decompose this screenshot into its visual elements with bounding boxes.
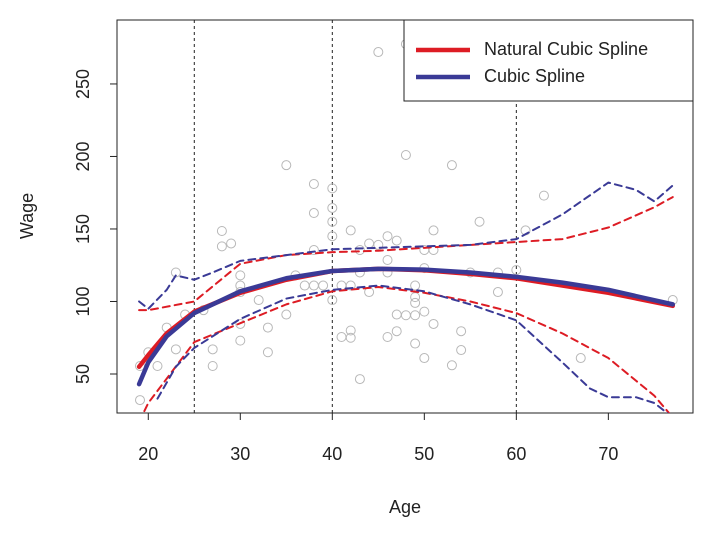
y-tick-label: 200 [73, 141, 93, 171]
data-point [382, 332, 393, 343]
data-point [235, 270, 246, 281]
x-tick-label: 70 [598, 444, 618, 464]
data-point [327, 295, 338, 306]
data-point [281, 309, 292, 320]
data-point [336, 332, 347, 343]
data-point [345, 332, 356, 343]
x-tick-label: 50 [414, 444, 434, 464]
data-point [354, 244, 365, 255]
y-tick-label: 100 [73, 286, 93, 316]
confidence-band [142, 285, 671, 413]
data-point [575, 353, 586, 364]
legend: Natural Cubic Spline Cubic Spline [403, 19, 694, 102]
data-point [170, 344, 181, 355]
data-point [207, 361, 218, 372]
plot-area [135, 20, 678, 413]
y-axis-label: Wage [17, 193, 37, 239]
data-point [345, 325, 356, 336]
y-tick-label: 50 [73, 364, 93, 384]
data-point [391, 309, 402, 320]
data-point [410, 297, 421, 308]
confidence-band [138, 196, 674, 312]
data-point [345, 280, 356, 291]
data-point [410, 310, 421, 321]
data-point [419, 353, 430, 364]
data-point [262, 347, 273, 358]
data-point [135, 395, 146, 406]
data-point [281, 160, 292, 171]
axes: 20 30 40 50 60 70 50 100 150 200 250 [73, 69, 619, 464]
data-point [216, 226, 227, 237]
spline-line [136, 266, 676, 369]
data-point [318, 280, 329, 291]
data-point [410, 338, 421, 349]
y-tick-label: 150 [73, 214, 93, 244]
data-point [299, 280, 310, 291]
data-point [382, 231, 393, 242]
y-tick-label: 250 [73, 69, 93, 99]
x-tick-label: 20 [138, 444, 158, 464]
data-point [207, 344, 218, 355]
data-point [428, 225, 439, 236]
data-point [456, 326, 467, 337]
x-tick-label: 30 [230, 444, 250, 464]
data-point [446, 360, 457, 371]
data-point [253, 295, 264, 306]
data-point [410, 280, 421, 291]
data-point [308, 208, 319, 219]
data-point [538, 190, 549, 201]
spline-line [136, 266, 676, 387]
data-point [511, 265, 522, 276]
data-point [382, 255, 393, 266]
data-point [308, 244, 319, 255]
data-point [400, 150, 411, 161]
data-point [474, 216, 485, 227]
data-point [152, 361, 163, 372]
data-point [216, 241, 227, 252]
data-point [327, 202, 338, 213]
data-point [327, 231, 338, 242]
data-point [327, 216, 338, 227]
data-point [327, 183, 338, 194]
data-point [308, 179, 319, 190]
x-tick-label: 60 [506, 444, 526, 464]
confidence-band [138, 181, 674, 310]
data-point [235, 335, 246, 346]
x-tick-label: 40 [322, 444, 342, 464]
legend-box [403, 19, 694, 102]
data-point [456, 345, 467, 356]
data-point [391, 235, 402, 246]
data-point [373, 239, 384, 250]
data-point [419, 306, 430, 317]
data-point [262, 322, 273, 333]
data-point [446, 160, 457, 171]
legend-label: Natural Cubic Spline [484, 39, 648, 59]
data-point [373, 47, 384, 58]
data-point [391, 326, 402, 337]
data-point [345, 225, 356, 236]
data-point [364, 238, 375, 249]
data-point [400, 310, 411, 321]
data-point [410, 292, 421, 303]
data-point [428, 318, 439, 329]
data-point [492, 287, 503, 298]
data-point [308, 280, 319, 291]
x-axis-label: Age [389, 497, 421, 517]
data-point [354, 374, 365, 385]
confidence-band [156, 284, 669, 413]
legend-label: Cubic Spline [484, 66, 585, 86]
data-point [235, 318, 246, 329]
data-point [226, 238, 237, 249]
